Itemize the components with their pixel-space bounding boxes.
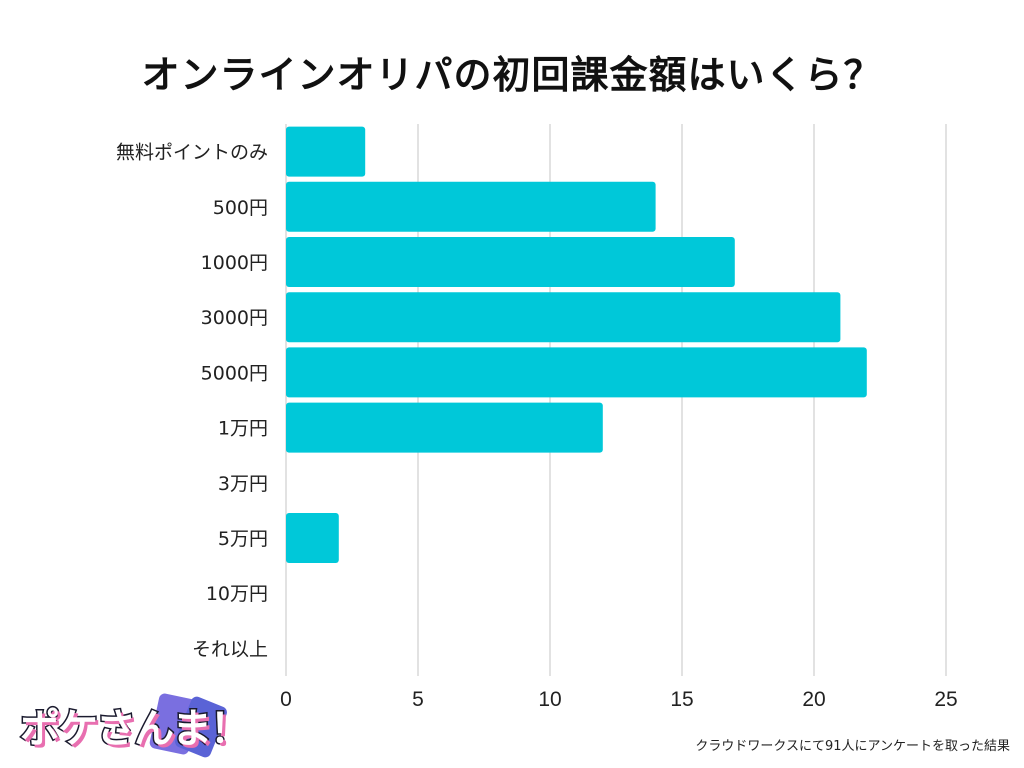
bar-4	[286, 347, 867, 398]
x-tick-labels: 0 5 10 15 20 25	[280, 688, 958, 711]
bar-1	[286, 181, 656, 232]
category-label-2: 1000円	[201, 252, 268, 274]
bars	[286, 126, 867, 563]
bar-7	[286, 513, 339, 563]
bar-2	[286, 237, 735, 287]
bar-3	[286, 292, 841, 343]
category-label-4: 5000円	[201, 362, 268, 384]
bar-5	[286, 402, 603, 453]
category-label-6: 3万円	[218, 473, 268, 495]
category-label-3: 3000円	[201, 307, 268, 329]
category-label-7: 5万円	[218, 528, 268, 550]
x-tick-20: 20	[802, 688, 825, 711]
x-tick-10: 10	[538, 688, 561, 711]
category-label-1: 500円	[213, 197, 268, 219]
x-tick-5: 5	[412, 688, 424, 711]
footnote: クラウドワークスにて91人にアンケートを取った結果	[695, 739, 1010, 754]
chart-title: オンラインオリパの初回課金額はいくら？	[141, 53, 883, 97]
category-label-5: 1万円	[218, 418, 268, 440]
brand-logo: ポケさんま！	[14, 688, 252, 760]
category-label-8: 10万円	[206, 583, 268, 605]
x-tick-15: 15	[670, 688, 693, 711]
category-labels: 無料ポイントのみ 500円 1000円 3000円 5000円 1万円 3万円 5万円 10万円…	[116, 142, 268, 661]
logo-text: ポケさんま！	[19, 705, 252, 754]
x-tick-0: 0	[280, 688, 292, 711]
category-label-9: それ以上	[192, 638, 268, 660]
bar-0	[286, 126, 366, 177]
x-tick-25: 25	[934, 688, 957, 711]
category-label-0: 無料ポイントのみ	[116, 142, 268, 164]
